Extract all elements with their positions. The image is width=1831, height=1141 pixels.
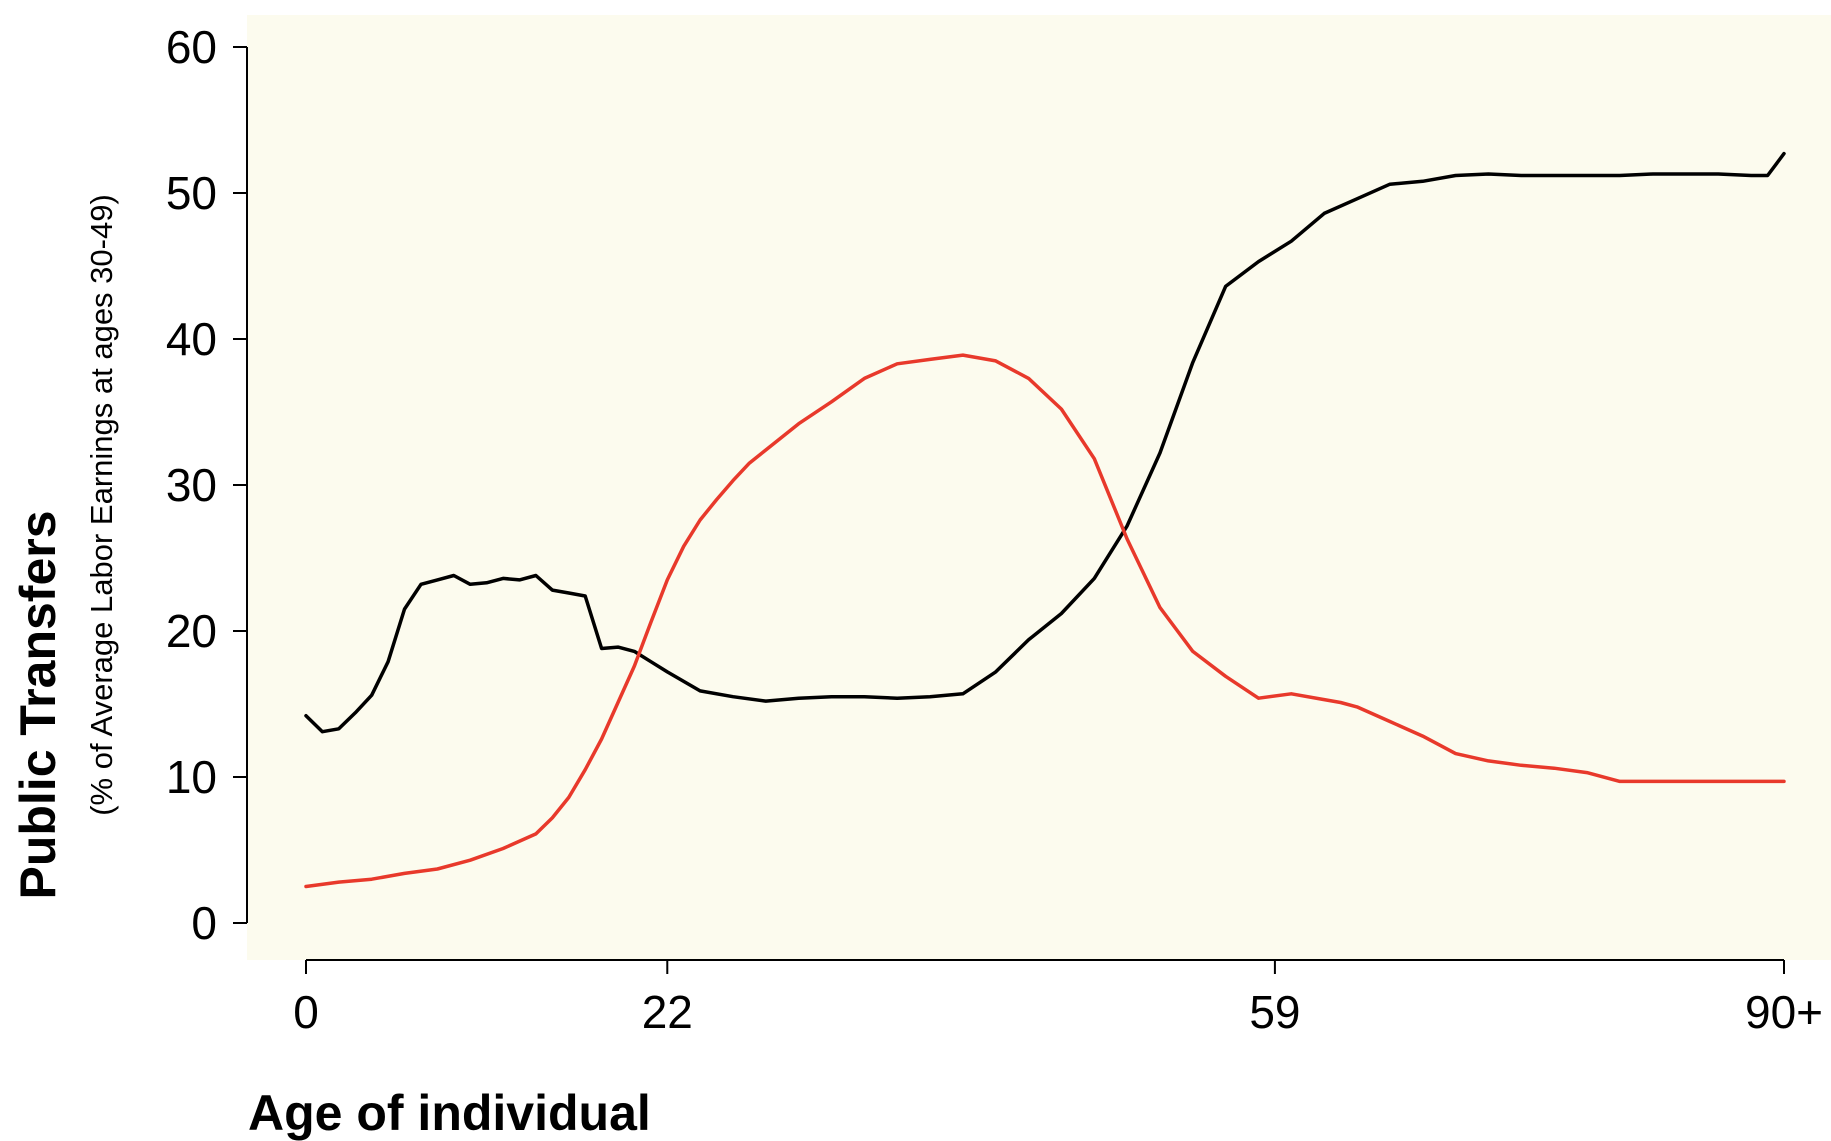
y-tick-label: 0 xyxy=(191,897,217,949)
y-tick-label: 10 xyxy=(166,751,217,803)
x-axis: 0 22 59 90+ xyxy=(293,959,1823,1038)
series-line-1 xyxy=(304,151,1786,734)
x-axis-title: Age of individual xyxy=(248,1085,651,1141)
y-tick-label: 50 xyxy=(166,167,217,219)
series-line-2 xyxy=(304,353,1786,889)
y-axis: 0 10 20 30 40 50 60 xyxy=(166,21,248,949)
y-tick-label: 20 xyxy=(166,605,217,657)
x-tick-label: 59 xyxy=(1249,986,1300,1038)
y-axis-subtitle: (% of Average Labor Earnings at ages 30-… xyxy=(84,194,119,816)
series-layer xyxy=(304,151,1786,889)
y-tick-label: 60 xyxy=(166,21,217,73)
x-tick-label: 22 xyxy=(642,986,693,1038)
x-tick-label: 0 xyxy=(293,986,319,1038)
y-axis-title: Public Transfers xyxy=(10,510,66,899)
y-tick-label: 30 xyxy=(166,459,217,511)
y-tick-label: 40 xyxy=(166,313,217,365)
x-tick-label: 90+ xyxy=(1745,986,1823,1038)
plot-background xyxy=(247,15,1831,960)
